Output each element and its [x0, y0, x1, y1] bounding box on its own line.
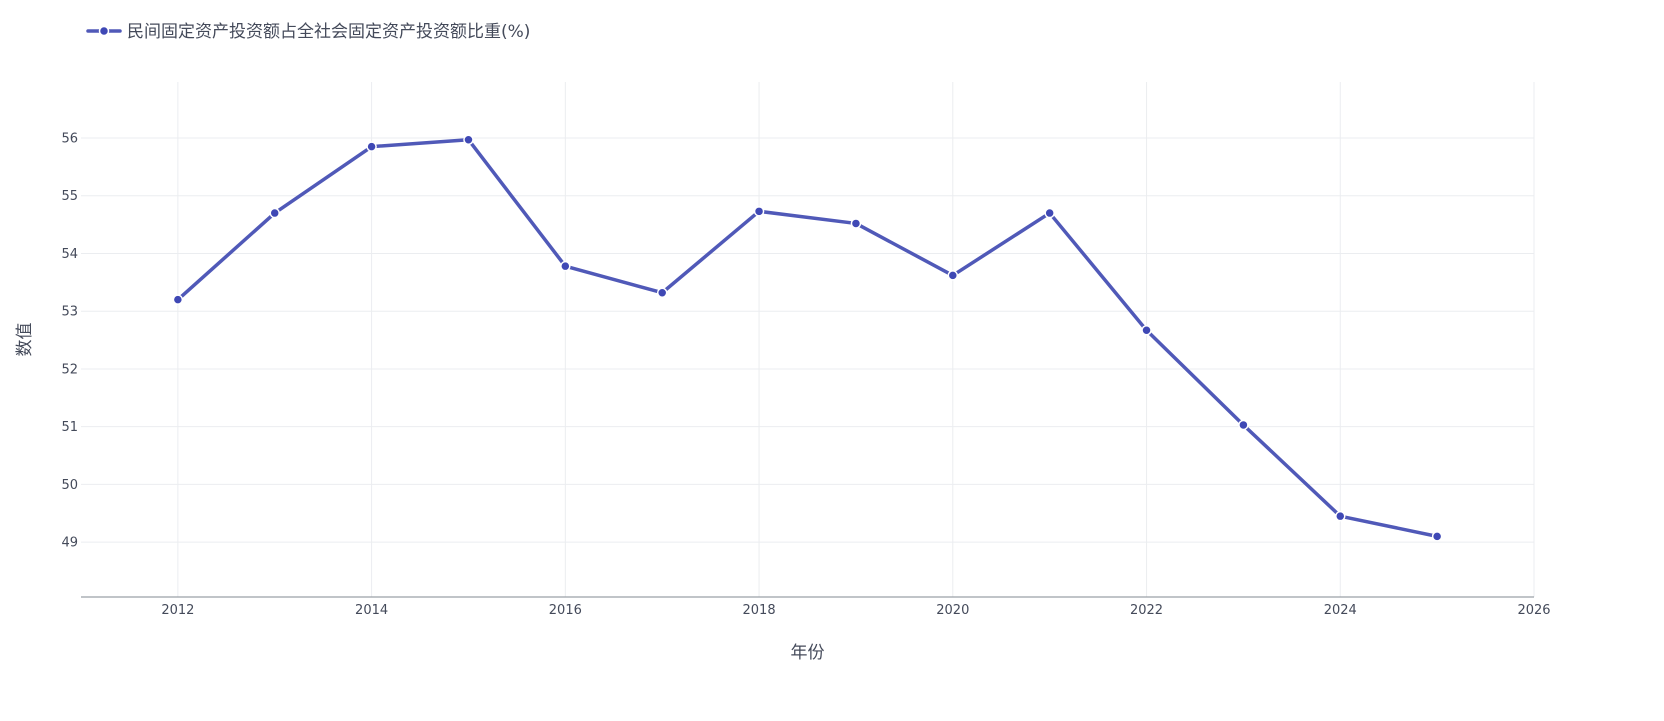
x-tick-label: 2012	[161, 603, 194, 618]
y-tick-label: 56	[61, 132, 78, 147]
x-tick-label: 2016	[549, 603, 582, 618]
data-point[interactable]	[1238, 419, 1249, 431]
data-point[interactable]	[753, 206, 765, 217]
data-point[interactable]	[947, 270, 959, 281]
y-tick-label: 49	[61, 536, 78, 551]
data-point[interactable]	[656, 287, 668, 298]
legend-label: 民间固定资产投资额占全社会固定资产投资额比重(%)	[127, 22, 530, 42]
data-point[interactable]	[1335, 510, 1346, 522]
y-tick-label: 51	[61, 420, 78, 435]
series-line	[176, 137, 1439, 539]
x-tick-label: 2024	[1324, 603, 1357, 618]
x-axis-title: 年份	[791, 643, 825, 663]
data-point[interactable]	[172, 294, 184, 305]
data-point[interactable]	[269, 207, 280, 219]
y-axis-title: 数值	[15, 323, 35, 357]
x-tick-label: 2022	[1130, 603, 1163, 618]
x-tick-label: 2018	[743, 603, 776, 618]
data-point[interactable]	[1141, 325, 1152, 336]
data-point[interactable]	[1431, 531, 1443, 542]
tick-labels: 2012 2014 2016 2018 2020 2022 2024 2026 49 50 51 52…	[61, 132, 1550, 618]
y-tick-label: 54	[61, 247, 78, 262]
y-tick-label: 55	[61, 189, 78, 204]
grid	[81, 82, 1535, 597]
series	[172, 134, 1443, 542]
x-tick-label: 2020	[936, 603, 969, 618]
data-point[interactable]	[560, 260, 571, 272]
x-tick-label: 2014	[355, 603, 388, 618]
data-point[interactable]	[463, 134, 474, 145]
data-point[interactable]	[850, 218, 862, 229]
y-tick-label: 50	[61, 478, 78, 493]
y-tick-label: 53	[61, 305, 78, 320]
data-point[interactable]	[366, 141, 377, 152]
x-tick-label: 2026	[1517, 603, 1550, 618]
data-point[interactable]	[1044, 207, 1055, 219]
legend-marker-swatch	[98, 25, 110, 37]
legend[interactable]: 民间固定资产投资额占全社会固定资产投资额比重(%)	[86, 22, 530, 42]
y-tick-label: 52	[61, 362, 78, 377]
